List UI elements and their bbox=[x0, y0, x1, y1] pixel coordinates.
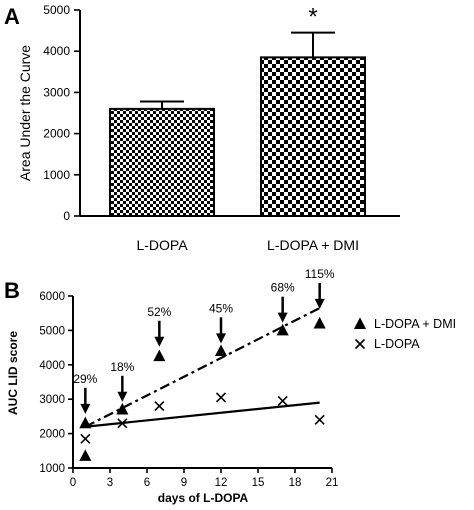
panel-b-y-tick-label: 2000 bbox=[39, 429, 65, 441]
panel-b-x-tick-label: 0 bbox=[70, 477, 76, 489]
panel-b-arrow-head bbox=[277, 312, 288, 323]
panel-a-y-tick-label: 3000 bbox=[43, 85, 70, 99]
panel-a-y-tick-label: 2000 bbox=[43, 127, 70, 141]
panel-a-category-label: L-DOPA + DMI bbox=[267, 237, 359, 253]
panel-b-y-tick-label: 5000 bbox=[39, 325, 65, 337]
panel-b-legend: L-DOPA + DMI L-DOPA bbox=[353, 317, 456, 351]
panel-b-point-x-stroke bbox=[314, 414, 325, 425]
panel-b-arrow-head bbox=[80, 403, 91, 414]
panel-b-x-tick-label: 12 bbox=[215, 477, 228, 489]
panel-b-ticks: 1000 2000 3000 4000 5000 6000 0 3 6 9 12 15 18 21 bbox=[39, 291, 338, 489]
panel-b-y-tick-label: 4000 bbox=[39, 360, 65, 372]
panel-b-point-x-stroke bbox=[117, 418, 128, 429]
panel-b-annotations: 29% 18% 52% 45% 68% 115% bbox=[73, 267, 335, 414]
panel-b-legend-marker-triangle bbox=[353, 317, 367, 329]
panel-b-x-tick-label: 9 bbox=[181, 477, 187, 489]
panel-b-annotation-label: 29% bbox=[73, 372, 97, 386]
panel-a-category-label: L-DOPA bbox=[136, 237, 188, 253]
panel-b-annotation-label: 52% bbox=[147, 305, 171, 319]
panel-b-point-triangle bbox=[153, 349, 166, 362]
panel-a-bar bbox=[109, 107, 215, 217]
panel-b-x-axis-label: days of L-DOPA bbox=[158, 491, 249, 505]
panel-b-points bbox=[79, 316, 326, 461]
panel-b-point-triangle bbox=[79, 416, 92, 429]
panel-b-y-tick-label: 1000 bbox=[39, 463, 65, 475]
panel-a-bar bbox=[260, 56, 366, 217]
panel-b-annotation-label: 68% bbox=[271, 281, 295, 295]
panel-b-point-x-stroke bbox=[80, 433, 91, 444]
panel-b-point-x-stroke bbox=[154, 401, 165, 412]
panel-a-bars: * bbox=[109, 4, 366, 217]
panel-b-point-triangle bbox=[116, 402, 129, 415]
panel-b-legend-label: L-DOPA bbox=[374, 337, 420, 351]
panel-b-y-tick-label: 6000 bbox=[39, 291, 65, 303]
panel-a-categories: L-DOPA L-DOPA + DMI bbox=[136, 237, 359, 253]
panel-b-point-x-stroke bbox=[215, 392, 227, 403]
panel-b-point-x-stroke bbox=[277, 395, 288, 406]
panel-b-x-tick-label: 6 bbox=[144, 477, 150, 489]
panel-a-y-tick-label: 0 bbox=[63, 209, 70, 223]
panel-b-point-x bbox=[215, 392, 227, 403]
panel-b-point-x bbox=[80, 433, 91, 444]
panel-a-letter: A bbox=[4, 4, 20, 29]
panel-b-point-x-stroke bbox=[354, 338, 366, 350]
panel-b-point-x bbox=[154, 401, 165, 412]
panel-b-annotation-label: 18% bbox=[110, 360, 134, 374]
panel-a-y-ticks: 0 1000 2000 3000 4000 5000 bbox=[43, 3, 80, 223]
panel-b-x-tick-label: 18 bbox=[289, 477, 302, 489]
panel-b-point-x bbox=[314, 414, 325, 425]
panel-b-x-tick-label: 21 bbox=[326, 477, 339, 489]
panel-b-legend-marker-x bbox=[354, 338, 366, 350]
panel-a-y-tick-label: 5000 bbox=[43, 3, 70, 17]
panel-b-x-tick-label: 15 bbox=[252, 477, 265, 489]
panel-b-point-triangle bbox=[276, 323, 289, 336]
panel-b-y-axis-label: AUC LID score bbox=[6, 331, 20, 415]
panel-b-trend-line-ldopa bbox=[85, 401, 320, 428]
panel-a-y-axis-label: Area Under the Curve bbox=[17, 45, 33, 181]
panel-a-significance-marker: * bbox=[308, 4, 317, 31]
panel-a: A 0 1000 2000 3000 4000 5000 * L-DOPA L-DOPA +… bbox=[4, 3, 400, 253]
panel-b-point-triangle bbox=[214, 344, 228, 356]
panel-b-letter: B bbox=[4, 278, 20, 303]
panel-b-annotation-label: 115% bbox=[305, 267, 335, 281]
panel-b-arrow-head bbox=[314, 298, 325, 309]
panel-a-y-tick-label: 1000 bbox=[43, 168, 70, 182]
panel-b-axes bbox=[72, 296, 332, 469]
panel-b: B 1000 2000 3000 4000 5000 6000 0 3 6 9 12 15 18 21 2… bbox=[4, 267, 456, 505]
panel-b-point-x bbox=[117, 418, 128, 429]
panel-b-annotation-label: 45% bbox=[209, 301, 233, 315]
panel-b-x-tick-label: 3 bbox=[107, 477, 113, 489]
panel-b-y-tick-label: 3000 bbox=[39, 394, 65, 406]
panel-b-arrow-head bbox=[216, 333, 226, 344]
panel-b-arrow-head bbox=[117, 391, 128, 402]
panel-a-y-tick-label: 4000 bbox=[43, 44, 70, 58]
panel-b-point-triangle bbox=[313, 316, 326, 329]
panel-b-legend-label: L-DOPA + DMI bbox=[374, 317, 456, 331]
panel-b-point-x bbox=[277, 395, 288, 406]
panel-b-point-triangle bbox=[79, 449, 92, 461]
panel-b-arrow-head bbox=[154, 336, 165, 347]
